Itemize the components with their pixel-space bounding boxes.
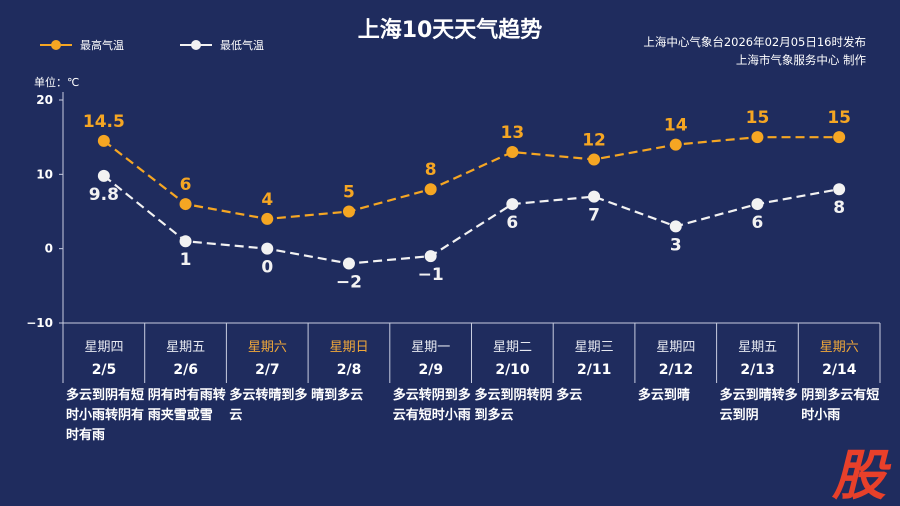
date-label: 2/13 — [740, 362, 775, 378]
date-label: 2/8 — [336, 362, 362, 378]
data-point-low — [424, 250, 437, 263]
data-point-high — [506, 146, 519, 159]
weekday-label: 星期六 — [819, 340, 859, 355]
data-point-high — [751, 131, 764, 144]
date-label: 2/6 — [173, 362, 198, 378]
legend-high-label: 最高气温 — [80, 39, 124, 52]
data-label-low: 7 — [588, 206, 600, 226]
date-label: 2/7 — [255, 362, 280, 378]
y-tick-label: 0 — [45, 242, 53, 256]
data-label-low: 6 — [752, 213, 764, 233]
data-point-low — [97, 169, 110, 182]
weather-description: 多云转阴到多云有短时小雨 — [392, 388, 471, 423]
chart-title: 上海10天天气趋势 — [357, 18, 543, 43]
y-tick-label: 10 — [36, 167, 53, 181]
data-point-high — [342, 205, 355, 218]
weekday-label: 星期五 — [166, 340, 206, 355]
weekday-label: 星期六 — [247, 340, 287, 355]
date-label: 2/11 — [577, 362, 612, 378]
data-label-high: 15 — [746, 108, 770, 128]
data-point-low — [751, 198, 764, 211]
data-point-high — [97, 134, 110, 147]
data-label-low: −2 — [336, 273, 362, 293]
date-label: 2/12 — [658, 362, 694, 378]
data-label-low: 1 — [180, 250, 192, 270]
weekday-label: 星期日 — [329, 340, 369, 355]
weather-description: 多云到阴转阴到多云 — [474, 388, 553, 423]
weekday-label: 星期三 — [574, 340, 614, 355]
data-point-high — [261, 212, 274, 225]
data-point-low — [506, 198, 519, 211]
data-point-low — [588, 190, 601, 203]
data-label-low: 8 — [833, 198, 845, 218]
y-tick-label: 20 — [36, 93, 53, 107]
legend: 最高气温 最低气温 — [40, 37, 264, 53]
data-label-high: 14 — [664, 116, 688, 136]
weather-description: 多云 — [556, 388, 583, 403]
legend-low-marker — [180, 40, 212, 50]
data-point-low — [261, 242, 274, 255]
weather-description: 阴到多云有短时小雨 — [801, 388, 880, 423]
date-label: 2/9 — [418, 362, 444, 378]
date-label: 2/10 — [495, 362, 530, 378]
data-point-low — [833, 183, 846, 196]
weekday-label: 星期四 — [656, 340, 696, 355]
weather-description: 多云到晴转多云到阴 — [719, 388, 798, 423]
data-point-high — [424, 183, 437, 196]
source-line-1: 上海中心气象台2026年02月05日16时发布 — [643, 35, 866, 49]
data-label-low: 0 — [261, 258, 273, 278]
data-point-high — [179, 198, 192, 211]
weather-description: 多云到晴 — [637, 388, 690, 403]
series-line-low — [103, 174, 840, 265]
weekday-label: 星期一 — [411, 340, 451, 355]
weather-description: 晴到多云 — [311, 388, 364, 403]
source-line-2: 上海市气象服务中心 制作 — [735, 53, 866, 67]
data-label-low: 6 — [506, 213, 518, 233]
data-label-low: −1 — [418, 265, 444, 285]
weather-description: 多云转晴到多云 — [229, 388, 308, 423]
weekday-label: 星期四 — [84, 340, 124, 355]
data-label-high: 15 — [827, 108, 851, 128]
data-label-high: 8 — [425, 160, 437, 180]
weather-description: 多云到阴有短时小雨转阴有时有雨 — [66, 388, 145, 443]
weekday-label: 星期五 — [738, 340, 778, 355]
unit-label: 单位：℃ — [34, 76, 80, 89]
legend-high-marker — [40, 40, 72, 50]
data-label-high: 14.5 — [83, 112, 125, 132]
data-label-high: 5 — [343, 183, 355, 203]
data-point-high — [669, 138, 682, 151]
y-tick-label: −10 — [26, 316, 53, 330]
data-label-high: 12 — [582, 130, 606, 150]
watermark-logo: 股 — [832, 444, 886, 506]
weekday-label: 星期二 — [492, 340, 532, 355]
date-label: 2/5 — [91, 362, 117, 378]
data-label-low: 9.8 — [89, 185, 119, 205]
weather-description: 阴有时有雨转雨夹雪或雪 — [147, 388, 226, 423]
date-label: 2/14 — [822, 362, 857, 378]
data-point-low — [669, 220, 682, 233]
legend-low-label: 最低气温 — [220, 39, 264, 52]
data-point-high — [833, 131, 846, 144]
data-label-low: 3 — [670, 235, 682, 255]
data-label-high: 6 — [180, 175, 192, 195]
data-label-high: 4 — [261, 190, 273, 210]
data-label-high: 13 — [501, 123, 525, 143]
data-point-low — [342, 257, 355, 270]
series-line-high — [103, 136, 840, 221]
data-point-high — [588, 153, 601, 166]
data-point-low — [179, 235, 192, 248]
